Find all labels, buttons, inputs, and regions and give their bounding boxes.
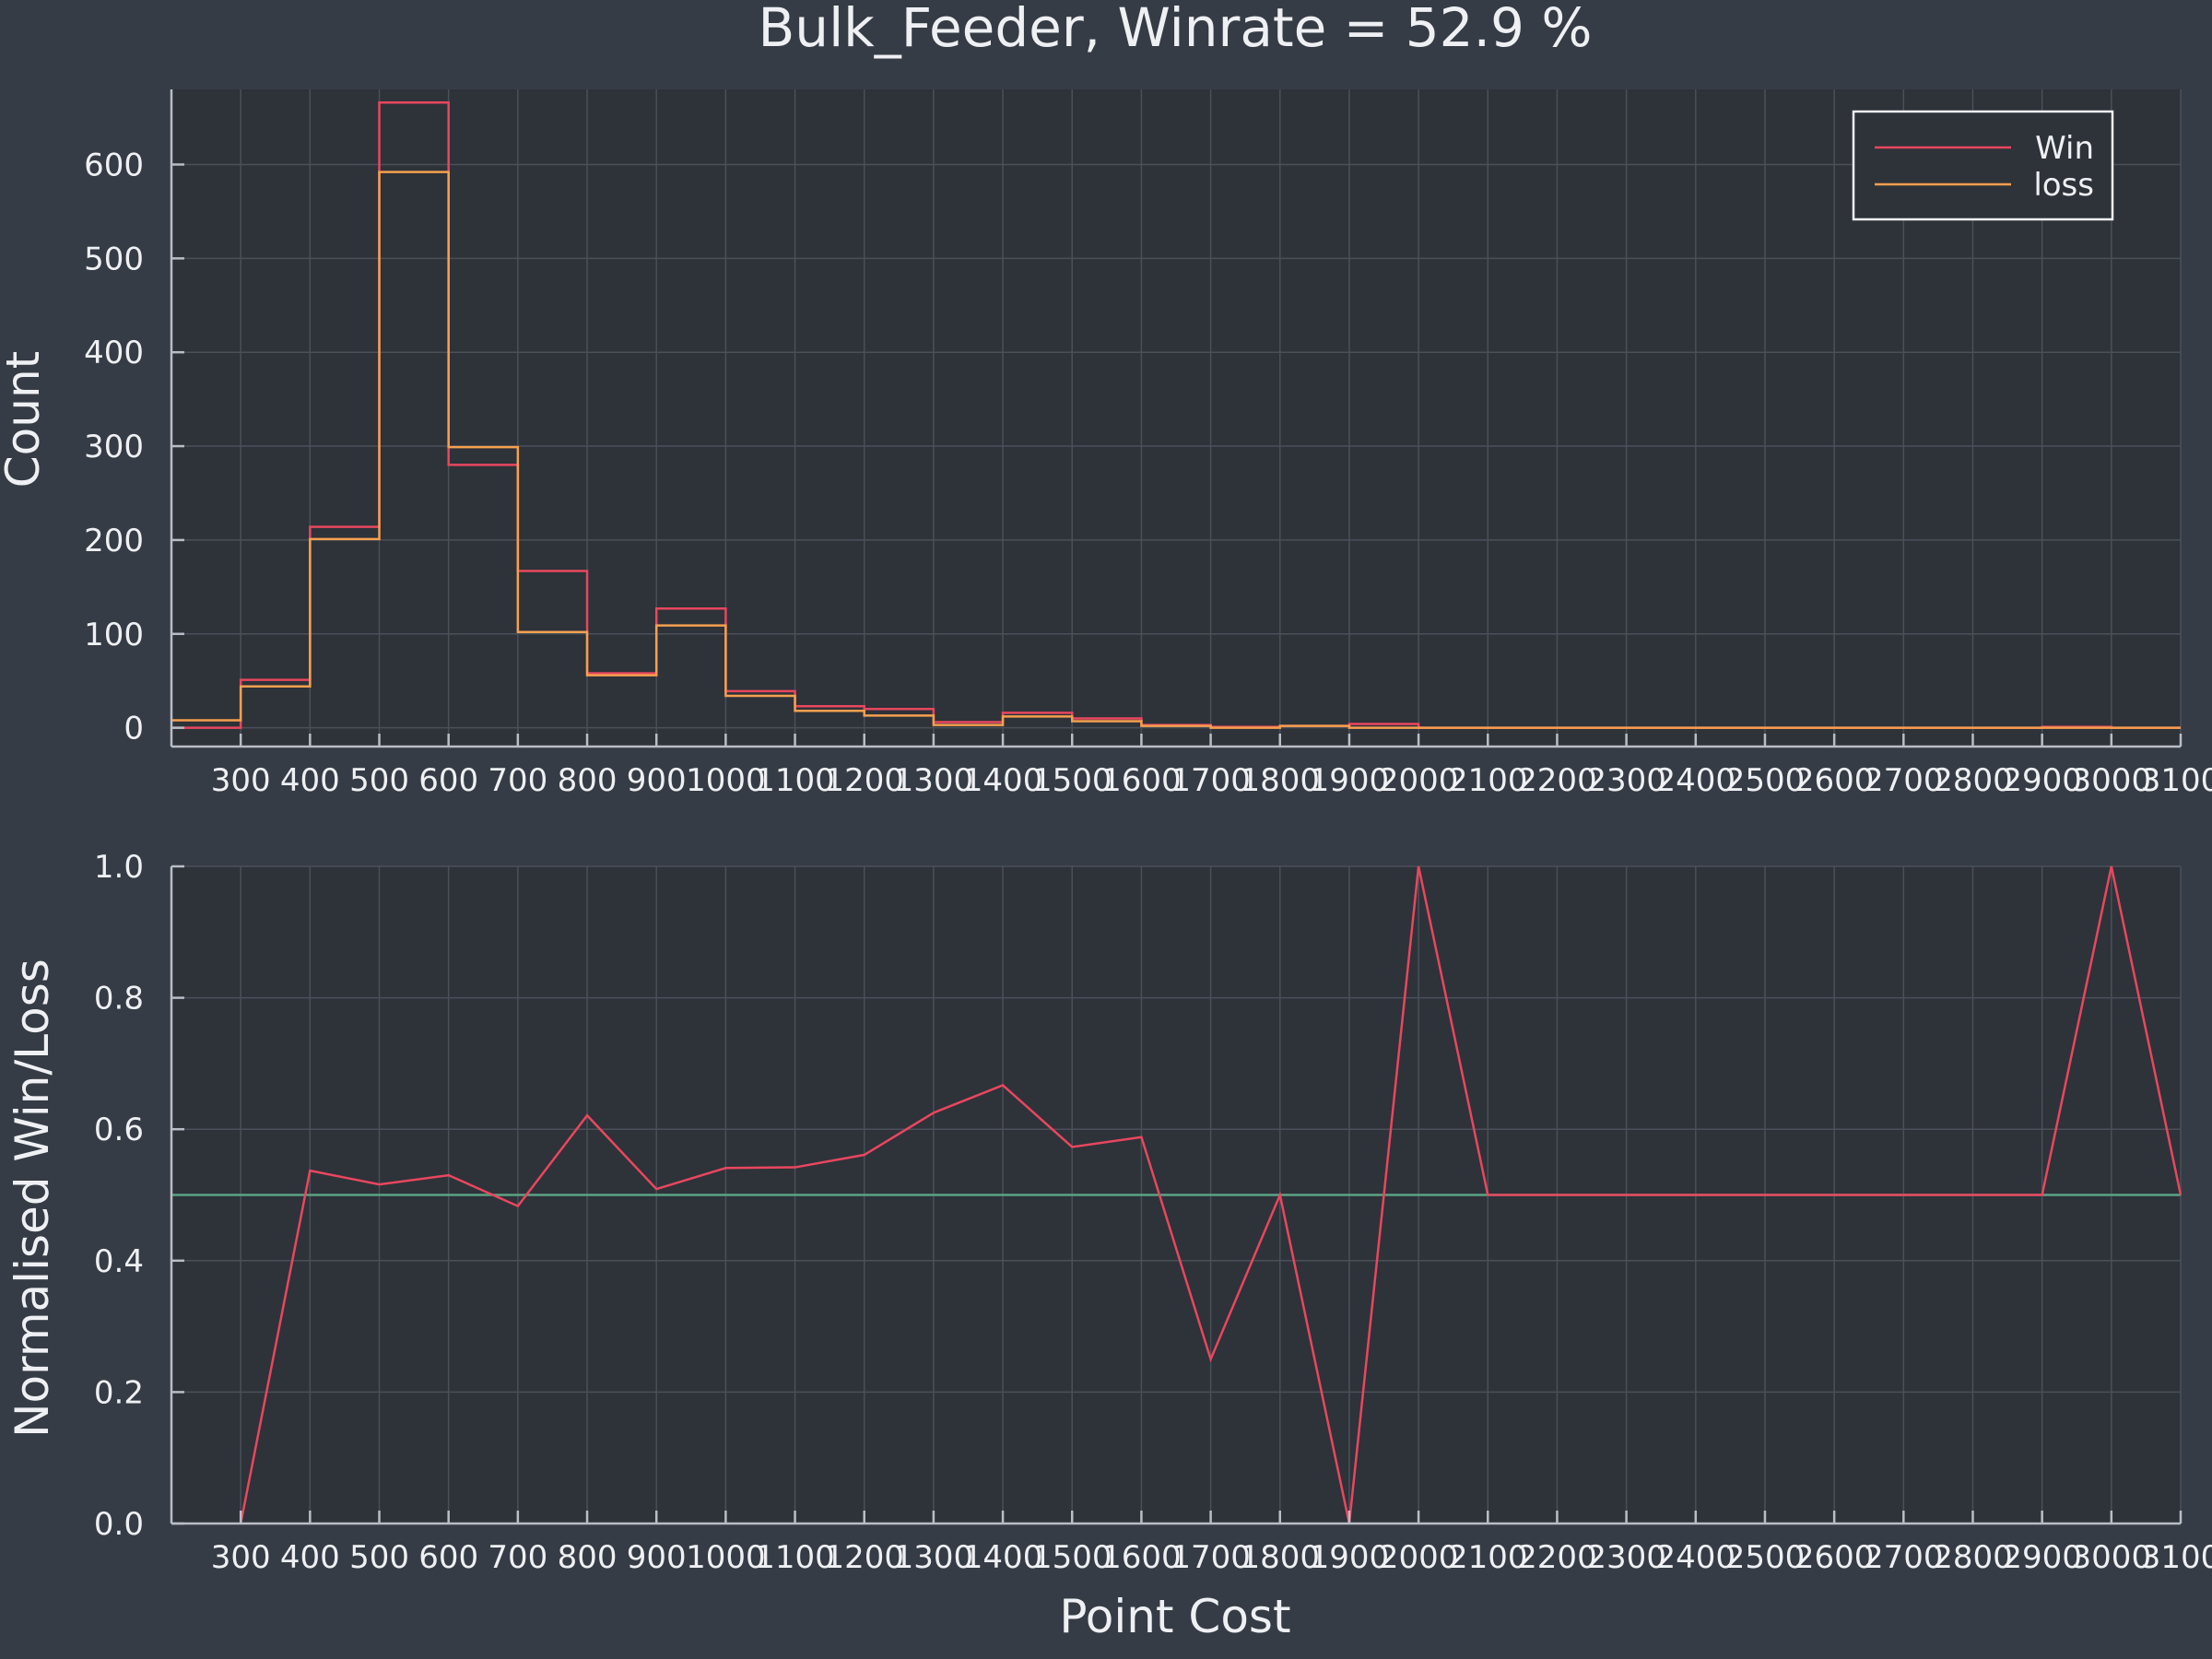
ratio-x-tick-label: 1000 — [686, 1539, 766, 1576]
ratio-x-tick-label: 2100 — [1448, 1539, 1528, 1576]
histogram-y-tick-label: 300 — [84, 429, 144, 465]
ratio-y-tick-label: 0.6 — [94, 1112, 144, 1148]
histogram-x-tick-label: 1400 — [963, 762, 1043, 799]
ratio-x-tick-label: 1400 — [963, 1539, 1043, 1576]
histogram-x-tick-label: 1100 — [755, 762, 835, 799]
ratio-y-tick-label: 1.0 — [94, 849, 144, 886]
ratio-x-tick-label: 1500 — [1032, 1539, 1112, 1576]
histogram-step-line-loss — [171, 171, 2181, 729]
histogram-axes: 300 400 500 600 700 800 900 1000110012001300140… — [84, 89, 2212, 799]
ratio-y-tick-label: 0.2 — [94, 1374, 144, 1411]
histogram-x-tick-label: 2700 — [1864, 762, 1944, 799]
ratio-axes: 300 400 500 600 700 800 900 1000110012001300140… — [94, 849, 2212, 1576]
ratio-x-tick-label: 600 — [418, 1539, 478, 1576]
ratio-panel: 300 400 500 600 700 800 900 1000110012001300140… — [6, 849, 2212, 1643]
ratio-line — [239, 865, 2183, 1524]
histogram-x-tick-label: 1600 — [1101, 762, 1182, 799]
ratio-x-tick-label: 400 — [280, 1539, 340, 1576]
x-axis-label: Point Cost — [1059, 1590, 1290, 1643]
histogram-y-axis-label: Count — [0, 351, 50, 488]
ratio-x-tick-label: 3000 — [2072, 1539, 2152, 1576]
ratio-x-tick-label: 1800 — [1240, 1539, 1320, 1576]
histogram-x-tick-label: 1500 — [1032, 762, 1112, 799]
histogram-x-tick-label: 2400 — [1656, 762, 1736, 799]
legend-label-loss: loss — [2033, 167, 2094, 204]
histogram-y-tick-label: 200 — [84, 523, 144, 559]
histogram-x-tick-label: 700 — [488, 762, 547, 799]
ratio-x-tick-label: 2700 — [1864, 1539, 1944, 1576]
histogram-panel: 300 400 500 600 700 800 900 1000110012001300140… — [0, 89, 2212, 799]
histogram-x-tick-label: 2100 — [1448, 762, 1528, 799]
ratio-x-tick-label: 800 — [558, 1539, 618, 1576]
histogram-x-tick-label: 900 — [627, 762, 687, 799]
histogram-x-tick-label: 3000 — [2072, 762, 2152, 799]
histogram-x-tick-label: 800 — [558, 762, 618, 799]
ratio-y-tick-label: 0.4 — [94, 1243, 144, 1280]
histogram-x-tick-label: 2000 — [1379, 762, 1459, 799]
ratio-x-tick-label: 2300 — [1586, 1539, 1666, 1576]
ratio-x-tick-label: 1300 — [894, 1539, 974, 1576]
histogram-plot-area — [171, 89, 2181, 747]
histogram-y-tick-label: 100 — [84, 617, 144, 653]
histogram-y-tick-label: 0 — [124, 711, 144, 747]
histogram-y-tick-label: 400 — [84, 335, 144, 371]
ratio-y-axis-label: Normalised Win/Loss — [6, 959, 59, 1438]
histogram-x-tick-label: 300 — [211, 762, 271, 799]
ratio-x-tick-label: 1600 — [1101, 1539, 1182, 1576]
legend-label-win: Win — [2035, 130, 2094, 167]
legend-box — [1852, 110, 2114, 221]
ratio-x-tick-label: 300 — [211, 1539, 271, 1576]
histogram-x-tick-label: 2200 — [1517, 762, 1597, 799]
histogram-x-tick-label: 2500 — [1725, 762, 1806, 799]
histogram-x-tick-label: 1200 — [824, 762, 904, 799]
histogram-x-tick-label: 400 — [280, 762, 340, 799]
histogram-y-tick-label: 600 — [84, 147, 144, 183]
ratio-y-tick-label: 0.0 — [94, 1506, 144, 1543]
histogram-x-tick-label: 500 — [349, 762, 409, 799]
histogram-y-tick-label: 500 — [84, 241, 144, 277]
histogram-x-tick-label: 2600 — [1794, 762, 1875, 799]
ratio-y-tick-label: 0.8 — [94, 981, 144, 1018]
histogram-x-tick-label: 2900 — [2002, 762, 2082, 799]
ratio-x-tick-label: 2800 — [1933, 1539, 2013, 1576]
ratio-x-tick-label: 500 — [349, 1539, 409, 1576]
ratio-x-tick-label: 1700 — [1171, 1539, 1251, 1576]
histogram-x-tick-label: 1700 — [1171, 762, 1251, 799]
histogram-x-tick-label: 2300 — [1586, 762, 1666, 799]
ratio-x-tick-label: 2600 — [1794, 1539, 1875, 1576]
ratio-x-tick-label: 900 — [627, 1539, 687, 1576]
ratio-x-tick-label: 1200 — [824, 1539, 904, 1576]
ratio-x-tick-label: 1900 — [1310, 1539, 1390, 1576]
ratio-series — [171, 865, 2183, 1524]
ratio-x-tick-label: 2900 — [2002, 1539, 2082, 1576]
histogram-x-tick-label: 600 — [418, 762, 478, 799]
ratio-x-tick-label: 700 — [488, 1539, 547, 1576]
histogram-series — [171, 101, 2181, 729]
ratio-x-tick-label: 3100 — [2141, 1539, 2212, 1576]
histogram-x-tick-label: 1000 — [686, 762, 766, 799]
ratio-x-tick-label: 2200 — [1517, 1539, 1597, 1576]
ratio-x-tick-label: 2000 — [1379, 1539, 1459, 1576]
ratio-x-tick-label: 2400 — [1656, 1539, 1736, 1576]
histogram-x-tick-label: 1800 — [1240, 762, 1320, 799]
ratio-x-tick-label: 1100 — [755, 1539, 835, 1576]
chart-title: Bulk_Feeder, Winrate = 52.9 % — [759, 0, 1593, 59]
histogram-x-tick-label: 3100 — [2141, 762, 2212, 799]
histogram-x-tick-label: 1300 — [894, 762, 974, 799]
histogram-x-tick-label: 1900 — [1310, 762, 1390, 799]
ratio-x-tick-label: 2500 — [1725, 1539, 1806, 1576]
histogram-x-tick-label: 2800 — [1933, 762, 2013, 799]
legend: Win loss — [1852, 110, 2114, 221]
